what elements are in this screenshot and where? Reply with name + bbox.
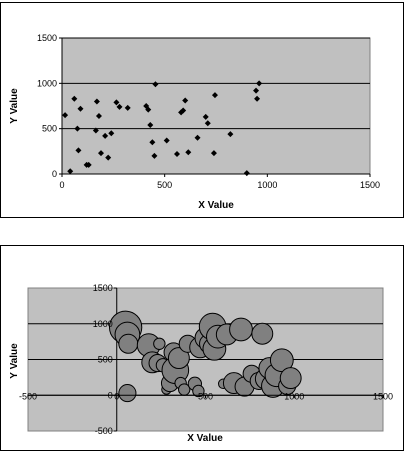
data-point <box>253 87 260 94</box>
data-point <box>152 81 159 88</box>
y-tick-label: 500 <box>42 124 57 134</box>
data-point <box>116 103 123 110</box>
y-tick-label: 1000 <box>93 319 113 329</box>
data-point <box>74 125 81 132</box>
data-point <box>149 139 156 146</box>
data-point <box>67 168 74 175</box>
data-point <box>211 92 218 99</box>
y-tick-label: 1500 <box>37 33 57 43</box>
data-point <box>77 105 84 112</box>
bubble <box>167 347 190 370</box>
data-point <box>256 80 263 87</box>
data-point <box>102 132 109 139</box>
bubble <box>229 317 253 342</box>
data-point <box>75 147 82 154</box>
data-point <box>95 112 102 119</box>
bubble <box>118 384 137 403</box>
y-tick-label: 0 <box>108 390 113 400</box>
bubble <box>269 348 294 373</box>
x-tick-label: 1000 <box>257 180 277 190</box>
data-point <box>173 151 180 158</box>
bubble <box>279 367 302 390</box>
y-tick-label: 0 <box>52 169 57 179</box>
bubble <box>192 384 205 398</box>
y-tick-label: 500 <box>98 355 113 365</box>
data-point <box>98 150 105 157</box>
y-tick-label: -500 <box>95 426 113 436</box>
x-tick-label: 1500 <box>360 180 380 190</box>
data-point <box>151 152 158 159</box>
data-point <box>254 95 261 102</box>
data-point <box>202 113 209 120</box>
data-point <box>113 99 120 106</box>
scatter-chart: 0 500 1000 1500 0 500 1000 1500 X Value Y Value <box>0 2 404 218</box>
plot-area <box>61 37 371 175</box>
bubble-chart: -500 0 500 1000 1500 -500 0 500 1000 1500 X Value… <box>0 245 404 451</box>
x-axis-title: X Value <box>187 433 223 444</box>
data-point <box>85 161 92 168</box>
bubble-chart-svg: -500 0 500 1000 1500 -500 0 500 1000 1500 X Value… <box>9 283 393 444</box>
data-point <box>105 154 112 161</box>
x-tick-label: 1500 <box>373 391 393 401</box>
data-point <box>204 120 211 127</box>
data-point <box>185 149 192 156</box>
data-point <box>227 131 234 138</box>
data-point <box>243 170 250 177</box>
bubble <box>153 337 166 350</box>
data-point <box>145 106 152 113</box>
x-tick-label: 500 <box>198 391 213 401</box>
x-axis-title: X Value <box>198 200 234 211</box>
data-point <box>71 95 78 102</box>
y-axis-title: Y Value <box>9 343 20 379</box>
y-tick-label: 1500 <box>93 283 113 293</box>
x-tick-label: 1000 <box>284 391 304 401</box>
x-tick-label: 0 <box>114 391 119 401</box>
y-axis-title: Y Value <box>9 88 20 124</box>
x-tick-label: 500 <box>157 180 172 190</box>
x-tick-label: -500 <box>19 391 37 401</box>
data-point <box>147 122 154 129</box>
data-point <box>108 130 115 137</box>
data-point <box>124 104 131 111</box>
data-point <box>93 98 100 105</box>
data-point <box>62 112 69 119</box>
x-tick-label: 0 <box>59 180 64 190</box>
data-point <box>180 107 187 114</box>
data-point <box>194 134 201 141</box>
scatter-chart-svg: 0 500 1000 1500 0 500 1000 1500 X Value Y Value <box>9 33 380 211</box>
data-point <box>163 137 170 144</box>
y-tick-label: 1000 <box>37 78 57 88</box>
bubble <box>251 322 274 345</box>
bubble <box>118 333 139 354</box>
data-point <box>182 97 189 104</box>
data-point <box>210 150 217 157</box>
